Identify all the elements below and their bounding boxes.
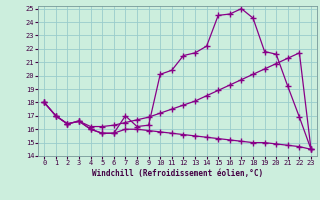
X-axis label: Windchill (Refroidissement éolien,°C): Windchill (Refroidissement éolien,°C) — [92, 169, 263, 178]
